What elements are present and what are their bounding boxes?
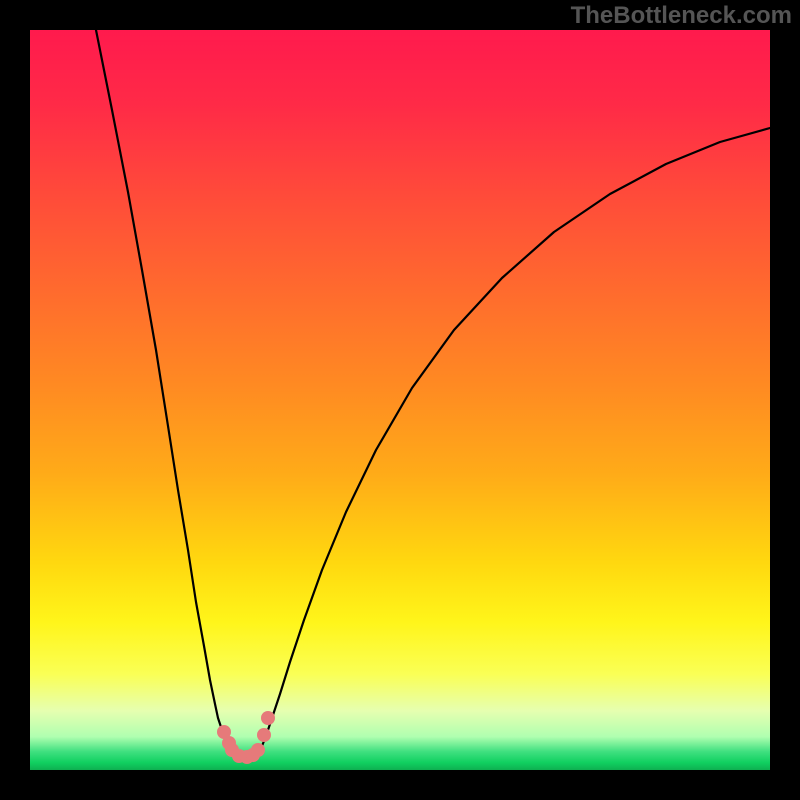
- marker-dot: [251, 743, 265, 757]
- left-curve: [96, 30, 262, 758]
- curve-svg: [30, 30, 770, 770]
- watermark-text: TheBottleneck.com: [571, 2, 792, 30]
- chart-container: TheBottleneck.com: [0, 0, 800, 800]
- right-curve: [262, 128, 770, 746]
- marker-dot: [257, 728, 271, 742]
- plot-area: [30, 30, 770, 770]
- marker-group: [217, 711, 275, 764]
- marker-dot: [261, 711, 275, 725]
